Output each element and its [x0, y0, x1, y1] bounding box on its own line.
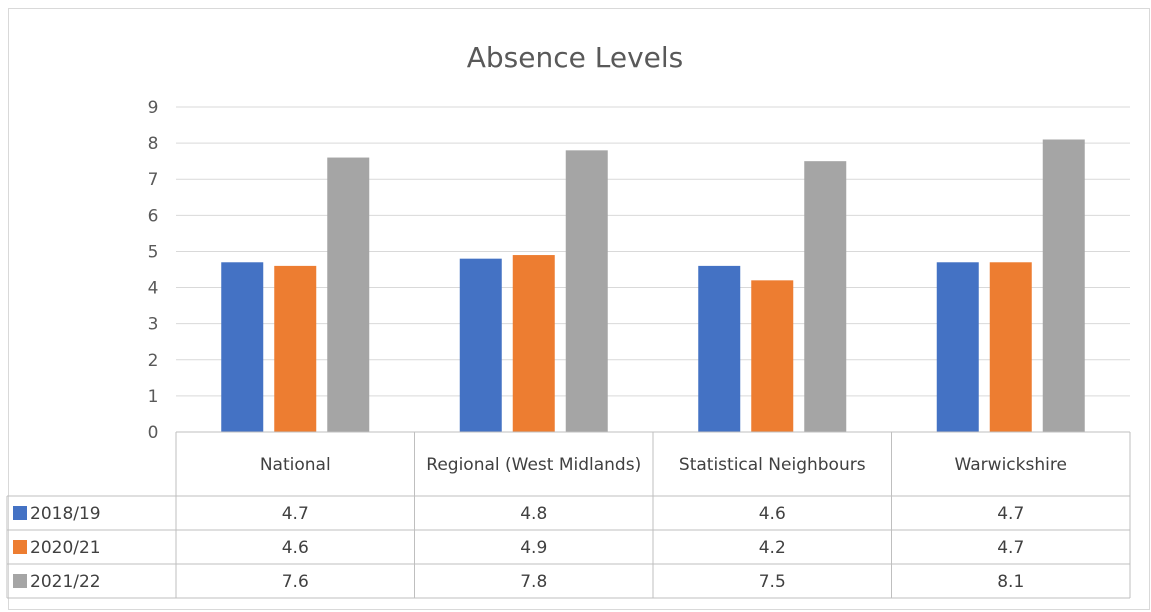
legend-label: 2018/19 — [30, 504, 101, 524]
y-axis-ticks: 0 1 2 3 4 5 6 7 8 9 — [148, 98, 159, 443]
gridlines — [176, 106, 1130, 397]
data-label: 4.9 — [520, 538, 547, 558]
data-label: 4.6 — [282, 538, 309, 558]
data-label: 7.8 — [520, 572, 547, 592]
bars — [221, 139, 1085, 433]
data-label: 4.7 — [997, 538, 1024, 558]
data-label: 7.5 — [759, 572, 786, 592]
legend-label: 2020/21 — [30, 538, 101, 558]
bar-2021-22-3 — [804, 161, 847, 432]
bar-2021-22-2 — [565, 150, 608, 433]
bar-2018-19-4 — [936, 262, 979, 432]
chart-title: Absence Levels — [467, 41, 684, 74]
legend-key-2020-21 — [13, 540, 27, 554]
y-tick-label: 5 — [148, 242, 159, 262]
data-table: National Regional (West Midlands) Statisti… — [6, 431, 1131, 599]
y-tick-label: 4 — [148, 279, 159, 299]
data-label: 4.7 — [282, 504, 309, 524]
bar-2018-19-3 — [698, 265, 741, 432]
y-tick-label: 7 — [148, 170, 159, 190]
y-tick-label: 8 — [148, 134, 159, 154]
data-label: 4.2 — [759, 538, 786, 558]
bar-2020-21-3 — [751, 280, 794, 432]
data-label: 8.1 — [997, 572, 1024, 592]
bar-2020-21-1 — [274, 265, 317, 432]
y-tick-label: 2 — [148, 351, 159, 371]
legend-label: 2021/22 — [30, 572, 101, 592]
category-label: National — [260, 455, 331, 475]
bar-2021-22-1 — [327, 157, 370, 433]
category-label: Statistical Neighbours — [679, 455, 866, 475]
legend-key-2018-19 — [13, 506, 27, 520]
data-label: 7.6 — [282, 572, 309, 592]
bar-2018-19-2 — [459, 258, 502, 432]
y-tick-label: 9 — [148, 98, 159, 118]
bar-2018-19-1 — [221, 262, 264, 432]
y-tick-label: 0 — [148, 423, 159, 443]
data-label: 4.7 — [997, 504, 1024, 524]
legend-key-2021-22 — [13, 574, 27, 588]
category-label: Regional (West Midlands) — [426, 455, 641, 475]
bar-2020-21-2 — [512, 255, 555, 432]
y-tick-label: 1 — [148, 387, 159, 407]
y-tick-label: 6 — [148, 206, 159, 226]
bar-2021-22-4 — [1042, 139, 1085, 432]
data-label: 4.8 — [520, 504, 547, 524]
category-label: Warwickshire — [955, 455, 1067, 475]
bar-2020-21-4 — [989, 262, 1032, 432]
data-label: 4.6 — [759, 504, 786, 524]
y-tick-label: 3 — [148, 315, 159, 335]
